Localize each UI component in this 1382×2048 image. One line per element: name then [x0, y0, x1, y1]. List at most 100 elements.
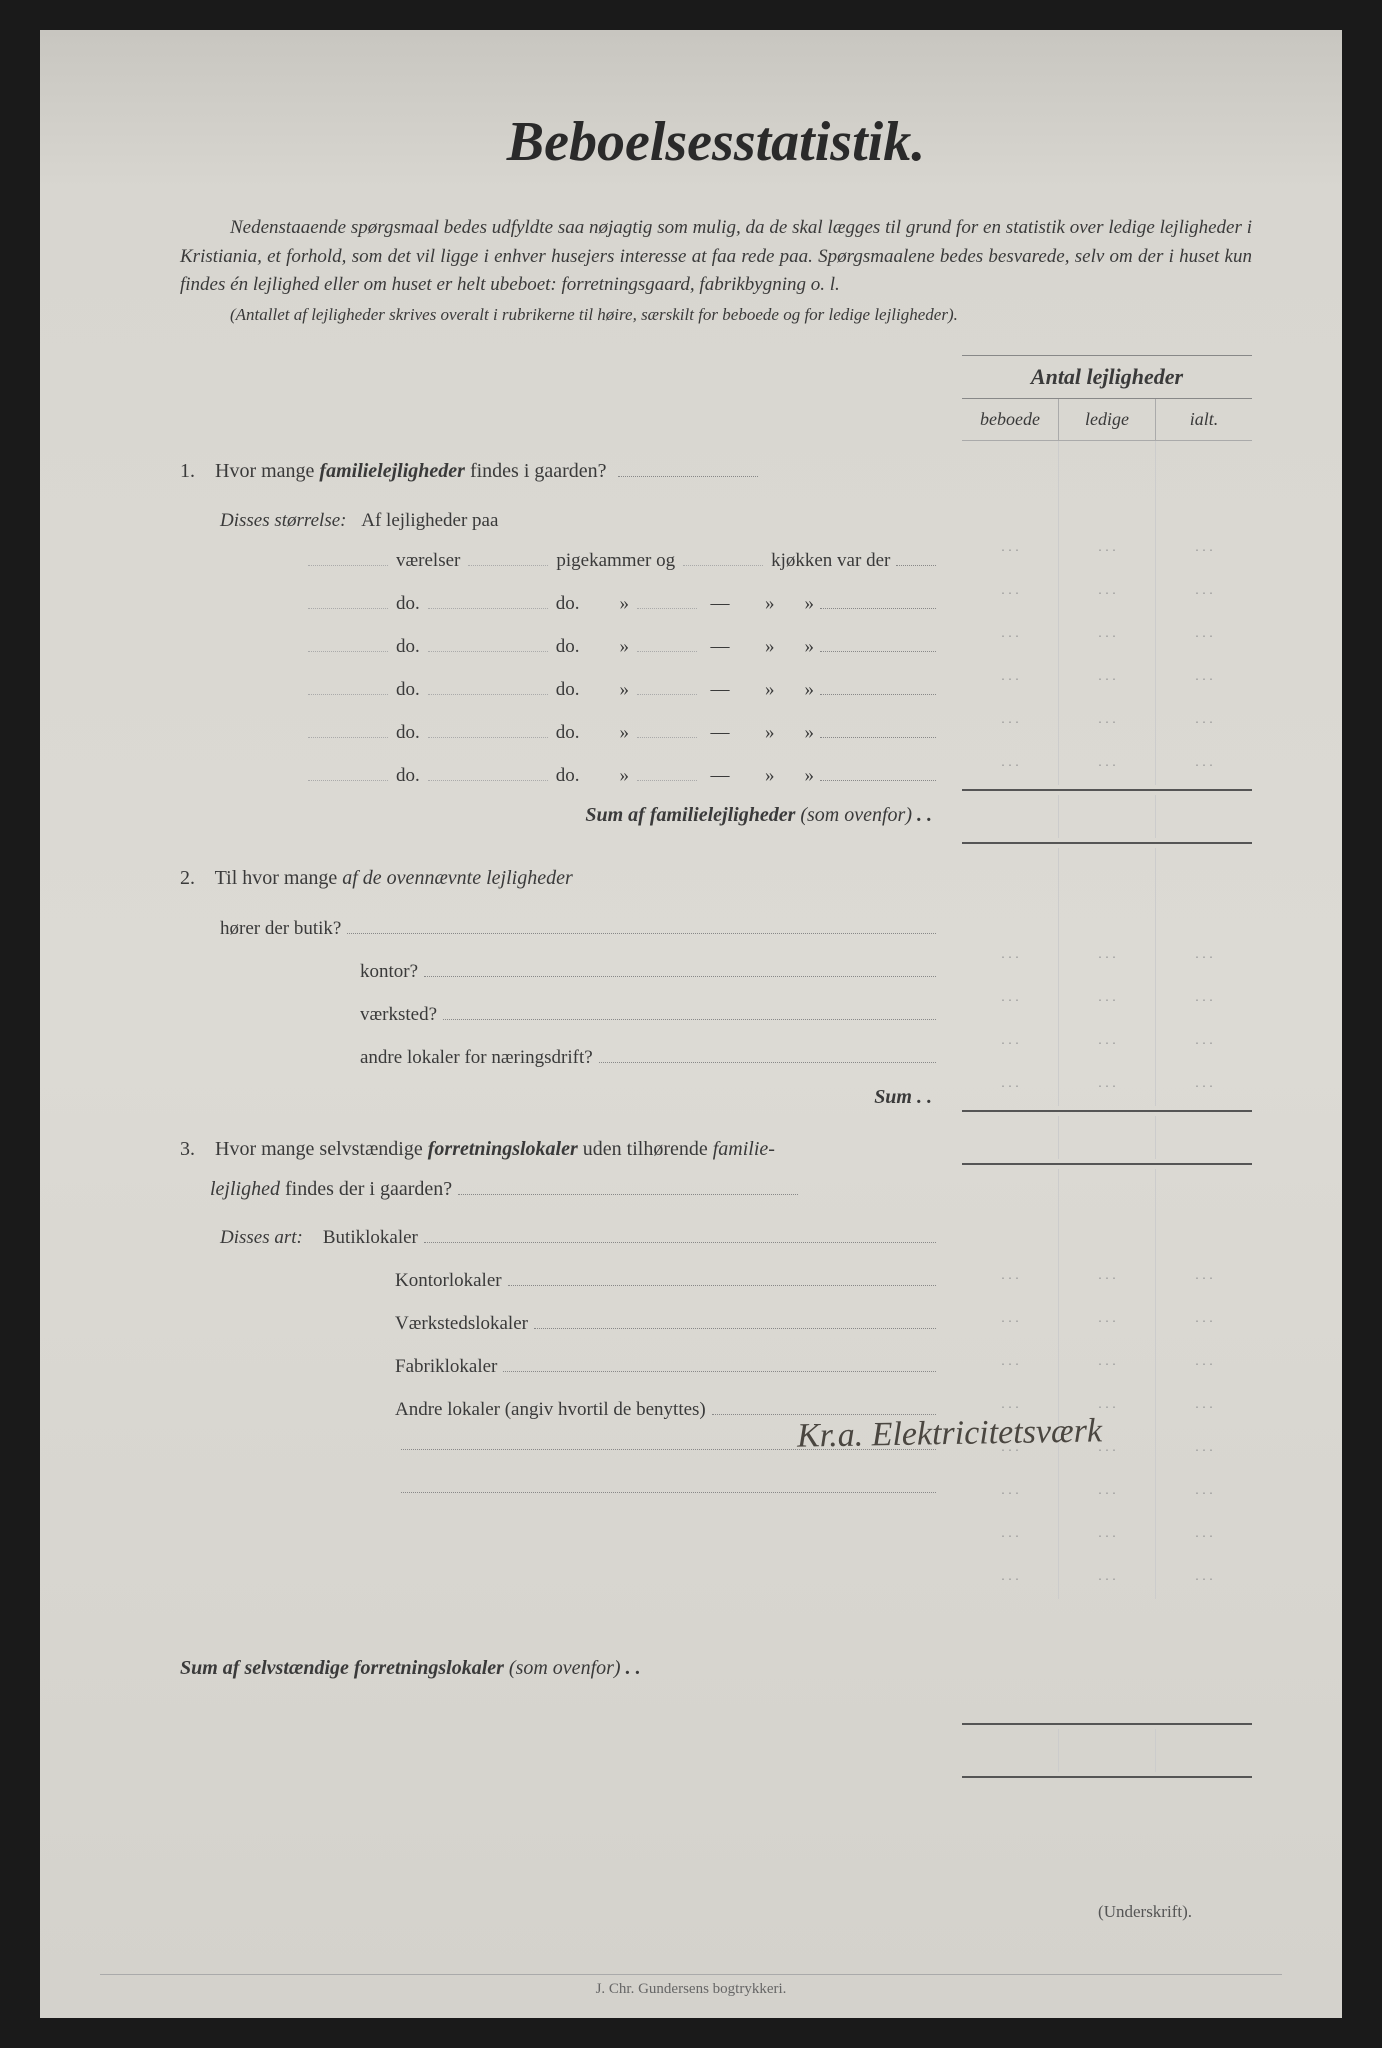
printer-credit: J. Chr. Gundersens bogtrykkeri. [100, 1974, 1282, 1998]
table-row [962, 1212, 1252, 1255]
q3-art: Disses art: [220, 1217, 303, 1260]
table-row: . . .. . .. . . [962, 1298, 1252, 1341]
q1-size: Disses størrelse: Af lejligheder paa [180, 501, 942, 541]
table-row: . . .. . .. . . [962, 934, 1252, 977]
table-row: . . .. . .. . . [962, 699, 1252, 742]
table-row: . . .. . .. . . [962, 570, 1252, 613]
signature-label: (Underskrift). [180, 1902, 1252, 1922]
question-3: 3. Hvor mange selvstændige forretningslo… [180, 1129, 942, 1209]
q3-l3: Værkstedslokaler [180, 1303, 942, 1346]
q1-sum-text: Sum af familielejligheder [585, 804, 795, 826]
blank-row [180, 1474, 942, 1517]
col-ialt: ialt. [1155, 399, 1252, 440]
table-row: . . .. . .. . . [962, 1513, 1252, 1556]
do: do. [556, 755, 580, 798]
do: do. [396, 712, 420, 755]
divider [962, 1163, 1252, 1165]
table-row: . . .. . .. . . [962, 742, 1252, 785]
q1-pigekammer: pigekammer og [556, 540, 675, 583]
table-row [962, 1169, 1252, 1212]
final-sum-text: Sum af selvstændige forretningslokaler [180, 1657, 504, 1679]
intro-note: (Antallet af lejligheder skrives overalt… [180, 305, 1252, 325]
table-row: . . .. . .. . . [962, 656, 1252, 699]
final-sum-paren: (som ovenfor) [509, 1657, 621, 1679]
q2-line2: kontor? [180, 951, 942, 994]
table-row: . . .. . .. . . [962, 1341, 1252, 1384]
do: do. [396, 626, 420, 669]
q2-prefix: Til hvor mange [215, 867, 343, 889]
q1-kjokken: kjøkken var der [771, 540, 890, 583]
divider [962, 1776, 1252, 1778]
do: do. [396, 669, 420, 712]
q2-italic: af de ovennævnte lejligheder [342, 867, 572, 889]
table-row [962, 848, 1252, 891]
q1-sum: Sum af familielejligheder (som ovenfor) … [180, 804, 942, 827]
q2-line4: andre lokaler for næringsdrift? [180, 1037, 942, 1080]
q1-bold: familielejligheder [319, 460, 465, 482]
table-row: . . .. . .. . . [962, 977, 1252, 1020]
table-row: . . .. . .. . . [962, 1556, 1252, 1599]
table-row: . . .. . .. . . [962, 1063, 1252, 1106]
intro-text: Nedenstaaende spørgsmaal bedes udfyldte … [180, 217, 1252, 295]
q1-rest: findes i gaarden? [465, 460, 607, 482]
q3-art-row: Disses art: Butiklokaler [180, 1217, 942, 1260]
q2-line3: værksted? [180, 994, 942, 1037]
q1-row-do: do.do.»—»» [180, 583, 942, 626]
question-1: 1. Hvor mange familielejligheder findes … [180, 450, 942, 493]
questions-column: 1. Hvor mange familielejligheder findes … [180, 355, 942, 1782]
table-row [962, 1729, 1252, 1772]
q1-row-do: do.do.»—»» [180, 626, 942, 669]
q2-sum: Sum . . [180, 1086, 942, 1109]
q1-vaerelser: værelser [396, 540, 460, 583]
table-body: . . .. . .. . . . . .. . .. . . . . .. .… [962, 441, 1252, 1778]
divider [962, 842, 1252, 844]
divider [962, 1723, 1252, 1725]
table-row: . . .. . .. . . [962, 1255, 1252, 1298]
table-row [962, 484, 1252, 527]
intro-paragraph: Nedenstaaende spørgsmaal bedes udfyldte … [180, 214, 1252, 300]
table-row [962, 441, 1252, 484]
q3-l4: Fabriklokaler [180, 1346, 942, 1389]
col-ledige: ledige [1058, 399, 1155, 440]
main-content: 1. Hvor mange familielejligheder findes … [180, 355, 1252, 1782]
table-row [962, 795, 1252, 838]
divider [962, 789, 1252, 791]
q2-sum-text: Sum [874, 1086, 912, 1108]
q1-prefix: Hvor mange [215, 460, 319, 482]
q2-line1: hører der butik? [180, 908, 942, 951]
do: do. [556, 583, 580, 626]
q1-row-do: do.do.»—»» [180, 669, 942, 712]
handwritten-note: Kr.a. Elektricitetsværk [797, 1412, 1103, 1455]
divider [962, 1110, 1252, 1112]
do: do. [556, 712, 580, 755]
question-2: 2. Til hvor mange af de ovennævnte lejli… [180, 857, 942, 900]
table-row: . . .. . .. . . [962, 613, 1252, 656]
page-title: Beboelsesstatistik. [180, 110, 1252, 174]
q3-rest2: lejlighed [210, 1178, 280, 1200]
q3-rest3: findes der i gaarden? [280, 1178, 452, 1200]
q1-num: 1. [180, 450, 210, 493]
table-row [962, 1116, 1252, 1159]
table-header: Antal lejligheder [962, 355, 1252, 399]
q1-sum-paren: (som ovenfor) [800, 804, 912, 826]
do: do. [396, 583, 420, 626]
table-row: . . .. . .. . . [962, 1470, 1252, 1513]
q3-prefix: Hvor mange selvstændige [215, 1138, 428, 1160]
do: do. [556, 669, 580, 712]
q2-num: 2. [180, 857, 210, 900]
do: do. [556, 626, 580, 669]
q1-size-label: Disses størrelse: [220, 510, 347, 531]
q3-bold: forretningslokaler [428, 1138, 578, 1160]
q1-row-do: do.do.»—»» [180, 755, 942, 798]
final-sum: Sum af selvstændige forretningslokaler (… [180, 1657, 942, 1680]
col-beboede: beboede [962, 399, 1058, 440]
table-row [962, 891, 1252, 934]
q1-row-header: værelser pigekammer og kjøkken var der [180, 540, 942, 583]
table-row: . . .. . .. . . [962, 527, 1252, 570]
table-column: Antal lejligheder beboede ledige ialt. .… [962, 355, 1252, 1782]
q1-af: Af lejligheder paa [361, 510, 498, 531]
q3-num: 3. [180, 1129, 210, 1169]
table-subheaders: beboede ledige ialt. [962, 399, 1252, 441]
do: do. [396, 755, 420, 798]
q3-rest1: uden tilhørende [578, 1138, 713, 1160]
